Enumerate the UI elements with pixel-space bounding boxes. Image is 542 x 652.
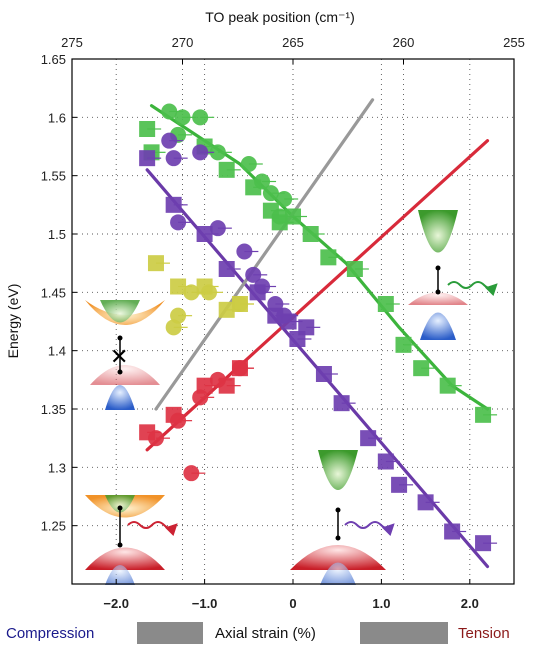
data-point-circle <box>236 243 253 260</box>
data-point-square <box>333 395 350 412</box>
top-tick-label: 255 <box>503 35 525 50</box>
data-point-circle <box>161 132 178 149</box>
top-tick-label: 270 <box>172 35 194 50</box>
data-point-square <box>170 278 187 295</box>
data-point-circle <box>170 214 187 231</box>
top-tick-label: 260 <box>393 35 415 50</box>
data-point-square <box>439 377 456 394</box>
data-point-circle <box>165 150 182 167</box>
data-point-square <box>413 360 430 377</box>
y-tick-label: 1.45 <box>41 285 66 300</box>
data-point-circle <box>170 412 187 429</box>
data-point-circle <box>170 307 187 324</box>
compression-bar <box>137 622 203 644</box>
data-point-square <box>475 535 492 552</box>
photon-wave-red <box>127 521 178 537</box>
photon-wave-purple <box>344 521 395 537</box>
data-point-circle <box>276 191 293 207</box>
y-tick-label: 1.25 <box>41 519 66 534</box>
data-point-square <box>165 196 182 213</box>
data-point-circle <box>245 266 262 283</box>
band-diagram-right <box>408 210 498 340</box>
data-point-square <box>147 255 164 272</box>
data-point-circle <box>192 144 209 161</box>
top-axis-ticks: 275 270 265 260 255 <box>61 35 525 64</box>
data-point-square <box>139 150 156 167</box>
band-diagram-bottom-center <box>290 450 395 585</box>
data-point-circle <box>209 144 226 161</box>
data-point-square <box>320 249 337 266</box>
data-point-circle <box>209 220 226 237</box>
y-axis-ticks: 1.25 1.3 1.35 1.4 1.45 1.5 1.55 1.6 1.65 <box>41 52 77 534</box>
fit-line <box>154 98 375 411</box>
band-diagram-top-left <box>85 300 165 410</box>
data-point-square <box>377 453 394 470</box>
x-tick-label: 2.0 <box>461 596 479 611</box>
data-point-square <box>218 301 235 318</box>
data-point-circle <box>254 278 271 295</box>
data-point-square <box>298 319 315 336</box>
top-tick-label: 275 <box>61 35 83 50</box>
top-tick-label: 265 <box>282 35 304 50</box>
x-tick-label: 0 <box>289 596 296 611</box>
data-point-square <box>218 161 235 178</box>
data-point-square <box>417 494 434 511</box>
data-point-square <box>196 226 213 242</box>
x-tick-label: −2.0 <box>103 596 129 611</box>
data-point-circle <box>276 307 293 324</box>
y-tick-label: 1.55 <box>41 169 66 184</box>
compression-label: Compression <box>6 625 95 642</box>
y-tick-label: 1.3 <box>48 460 66 475</box>
data-points <box>139 103 498 552</box>
data-point-circle <box>262 185 279 202</box>
data-point-circle <box>201 284 218 301</box>
data-point-circle <box>192 109 209 126</box>
band-diagram-bottom-left <box>85 495 178 585</box>
forbidden-x-icon: ✕ <box>110 345 128 370</box>
data-point-square <box>360 430 377 447</box>
tension-bar <box>360 622 448 644</box>
data-point-circle <box>231 296 248 312</box>
data-point-circle <box>183 465 200 482</box>
data-point-square <box>315 366 332 382</box>
data-point-circle <box>240 156 257 172</box>
top-axis-title: TO peak position (cm⁻¹) <box>205 9 355 25</box>
x-axis-ticks: −2.0 −1.0 0 1.0 2.0 <box>103 579 479 611</box>
chart: ✕ 1.251.31.351.41.451.51.551.61.65 −2.0−… <box>5 9 525 611</box>
x-tick-label: −1.0 <box>192 596 218 611</box>
y-tick-label: 1.6 <box>48 110 66 125</box>
data-point-circle <box>192 389 209 406</box>
data-point-square <box>377 296 394 312</box>
y-tick-label: 1.4 <box>48 344 66 359</box>
data-point-circle <box>174 109 191 126</box>
data-point-square <box>218 261 235 277</box>
tension-label: Tension <box>458 625 510 642</box>
data-point-circle <box>267 296 284 312</box>
data-point-circle <box>271 208 288 225</box>
y-axis-title: Energy (eV) <box>5 284 21 359</box>
data-point-square <box>395 336 412 353</box>
data-point-square <box>444 523 461 540</box>
data-point-circle <box>254 173 271 190</box>
photon-wave-green <box>447 281 498 297</box>
y-tick-label: 1.35 <box>41 402 66 417</box>
data-point-square <box>391 476 408 493</box>
axial-strain-label: Axial strain (%) <box>215 625 316 642</box>
y-tick-label: 1.5 <box>48 227 66 242</box>
y-tick-label: 1.65 <box>41 52 66 67</box>
data-point-circle <box>161 103 178 120</box>
data-point-square <box>475 406 492 423</box>
data-point-square <box>302 226 319 242</box>
x-tick-label: 1.0 <box>372 596 390 611</box>
data-point-circle <box>183 284 200 301</box>
data-point-square <box>139 121 156 137</box>
strain-legend-bar: Compression Axial strain (%) Tension <box>0 615 542 652</box>
data-point-circle <box>231 360 248 377</box>
data-point-square <box>346 261 363 277</box>
data-point-circle <box>147 430 164 447</box>
data-point-circle <box>209 371 226 388</box>
